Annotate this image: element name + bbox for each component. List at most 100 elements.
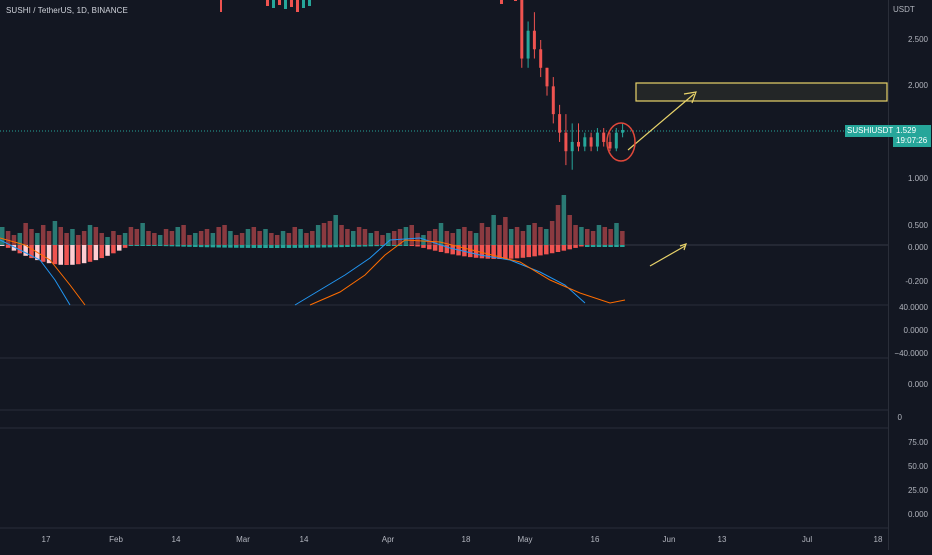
secondary-arrow-line[interactable] — [649, 245, 686, 267]
macd-histogram-bar — [257, 245, 262, 248]
volume-bar — [81, 231, 87, 245]
volume-bar — [596, 225, 602, 245]
volume-bars — [0, 195, 625, 245]
macd-histogram-bar — [163, 245, 169, 247]
volume-bar — [146, 231, 151, 245]
volume-bar — [503, 217, 508, 245]
volume-bar — [485, 227, 491, 245]
pane4-tick: 0 — [897, 413, 902, 422]
macd-histogram-bar — [380, 245, 385, 246]
candle-body — [545, 67, 549, 87]
macd-histogram-bar — [397, 245, 403, 246]
volume-bar — [286, 233, 292, 245]
macd-histogram-bar — [251, 245, 257, 248]
macd-histogram-bar — [327, 245, 333, 248]
macd-histogram-bar — [620, 245, 625, 247]
price-tick: 0.500 — [907, 221, 928, 230]
price-tick: 1.000 — [907, 174, 928, 183]
volume-bar — [163, 229, 169, 245]
volume-bar — [479, 223, 485, 245]
macd-histogram-bar — [555, 245, 561, 252]
macd-histogram-bar — [409, 245, 414, 246]
macd-histogram-bar — [29, 245, 34, 259]
macd-histogram-bar — [87, 245, 93, 262]
volume-bar — [46, 231, 52, 245]
volume-bar — [508, 229, 514, 245]
macd-histogram-bar — [462, 245, 467, 257]
macd-line — [294, 237, 586, 306]
macd-tick: -0.200 — [905, 277, 928, 286]
macd-histogram-bar — [216, 245, 221, 248]
candle-body — [526, 30, 530, 59]
time-label: 18 — [461, 535, 471, 544]
volume-bar — [608, 229, 613, 245]
candle-body — [539, 49, 543, 68]
macd-histogram-bar — [532, 245, 537, 257]
volume-bar — [585, 229, 590, 245]
macd-histogram-bar — [93, 245, 99, 261]
macd-histogram-bar — [263, 245, 268, 248]
volume-bar — [549, 221, 555, 245]
candle-body — [602, 132, 606, 142]
volume-bar — [251, 227, 257, 245]
macd-histogram-bar — [198, 245, 204, 248]
volume-bar — [602, 227, 608, 245]
macd-histogram-bar — [52, 245, 58, 265]
volume-bar — [29, 229, 34, 245]
price-axis[interactable] — [888, 0, 932, 550]
macd-histogram-bar — [105, 245, 110, 256]
volume-bar — [23, 223, 28, 245]
volume-bar — [444, 231, 450, 245]
highlight-circle[interactable] — [606, 122, 636, 162]
volume-bar — [122, 233, 128, 245]
arrow-line[interactable] — [627, 93, 695, 151]
macd-histogram-bar — [11, 245, 17, 251]
time-label: Mar — [236, 535, 250, 544]
candle-body — [520, 0, 524, 59]
volume-bar — [473, 233, 479, 245]
time-label: 14 — [299, 535, 309, 544]
macd-histogram-bar — [280, 245, 286, 248]
volume-bar — [204, 229, 210, 245]
chart-canvas[interactable] — [0, 0, 888, 550]
pane2-tick: 40.0000 — [899, 303, 928, 312]
candle-body — [621, 129, 625, 133]
volume-bar — [356, 227, 362, 245]
candle-body — [577, 141, 580, 147]
candle-body — [570, 141, 574, 152]
macd-histogram-bar — [590, 245, 596, 247]
currency-label: USDT — [893, 5, 915, 14]
price-tick: 2.500 — [907, 35, 928, 44]
time-label: 13 — [717, 535, 727, 544]
volume-bar — [514, 227, 520, 245]
volume-bar — [380, 235, 385, 245]
volume-bar — [111, 231, 116, 245]
time-label: Feb — [109, 535, 123, 544]
macd-histogram-bar — [58, 245, 63, 265]
macd-histogram-bar — [561, 245, 567, 251]
volume-bar — [333, 215, 338, 245]
chart-area[interactable]: SUSHI / TetherUS, 1D, BINANCE 17 Feb 14 … — [0, 0, 888, 550]
macd-histogram-bar — [526, 245, 531, 258]
macd-histogram-bar — [315, 245, 321, 248]
volume-bar — [228, 231, 233, 245]
volume-bar — [93, 227, 99, 245]
pane5-tick: 50.00 — [907, 462, 928, 471]
macd-histogram-bar — [579, 245, 584, 247]
macd-histogram-bar — [204, 245, 210, 248]
macd-histogram-bar — [608, 245, 613, 247]
macd-histogram-bar — [187, 245, 192, 247]
volume-bar — [403, 227, 409, 245]
macd-histogram-bar — [421, 245, 426, 248]
macd-histogram-bar — [23, 245, 28, 256]
macd-histogram-bar — [298, 245, 303, 248]
macd-histogram-bar — [117, 245, 122, 251]
volume-bar — [216, 227, 221, 245]
macd-tick: 0.000 — [907, 243, 928, 252]
macd-histogram-bar — [239, 245, 245, 248]
macd-histogram-bar — [310, 245, 315, 248]
volume-bar — [193, 233, 198, 245]
target-zone-rectangle[interactable] — [635, 82, 888, 102]
candle-body — [589, 137, 593, 147]
volume-bar — [70, 229, 75, 245]
